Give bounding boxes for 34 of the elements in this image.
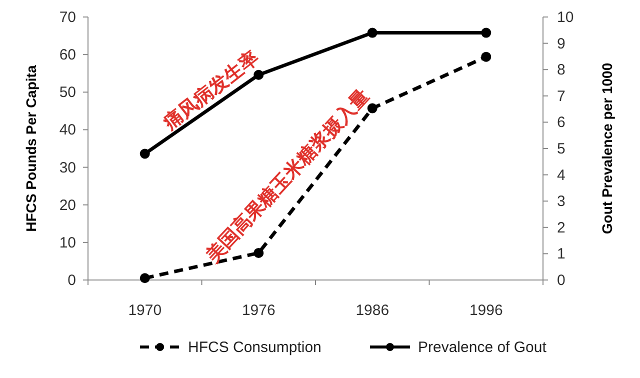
x-tick-label: 1976 [242,302,276,319]
y-tick-label: 50 [59,84,76,102]
y2-tick-label: 4 [557,166,566,184]
y-tick-label: 60 [59,46,76,64]
y2-tick-label: 2 [557,219,566,236]
y-tick-label: 0 [68,272,76,289]
y-tick-label: 20 [59,196,76,214]
y2-tick-label: 10 [557,9,574,26]
y2-tick-label: 3 [557,193,566,210]
point [254,248,264,258]
annotation: 痛风病发生率 [158,46,263,135]
y2-tick-label: 1 [557,246,566,263]
y2-tick-label: 8 [557,62,566,79]
y2-tick-label: 9 [557,35,566,52]
legend-label: Prevalence of Gout [418,339,548,356]
point [367,28,378,38]
y2-axis-title: Gout Prevalence per 1000 [599,62,615,234]
y-tick-label: 30 [59,159,76,176]
y2-tick-label: 0 [557,272,566,289]
y-axis-title: HFCS Pounds Per Capita [23,65,39,232]
y2-tick-label: 5 [557,140,566,158]
y-tick-label: 40 [59,122,76,139]
y-tick-label: 10 [59,234,76,252]
point [481,28,492,38]
point [481,52,492,62]
legend-label: HFCS Consumption [188,339,322,356]
x-tick-label: 1986 [356,302,390,319]
point [140,273,150,284]
x-tick-label: 1970 [128,302,162,319]
y2-tick-label: 7 [557,88,566,105]
point [140,148,150,159]
x-tick-label: 1996 [469,302,503,319]
y2-tick-label: 6 [557,114,566,132]
y-tick-label: 70 [59,9,76,26]
